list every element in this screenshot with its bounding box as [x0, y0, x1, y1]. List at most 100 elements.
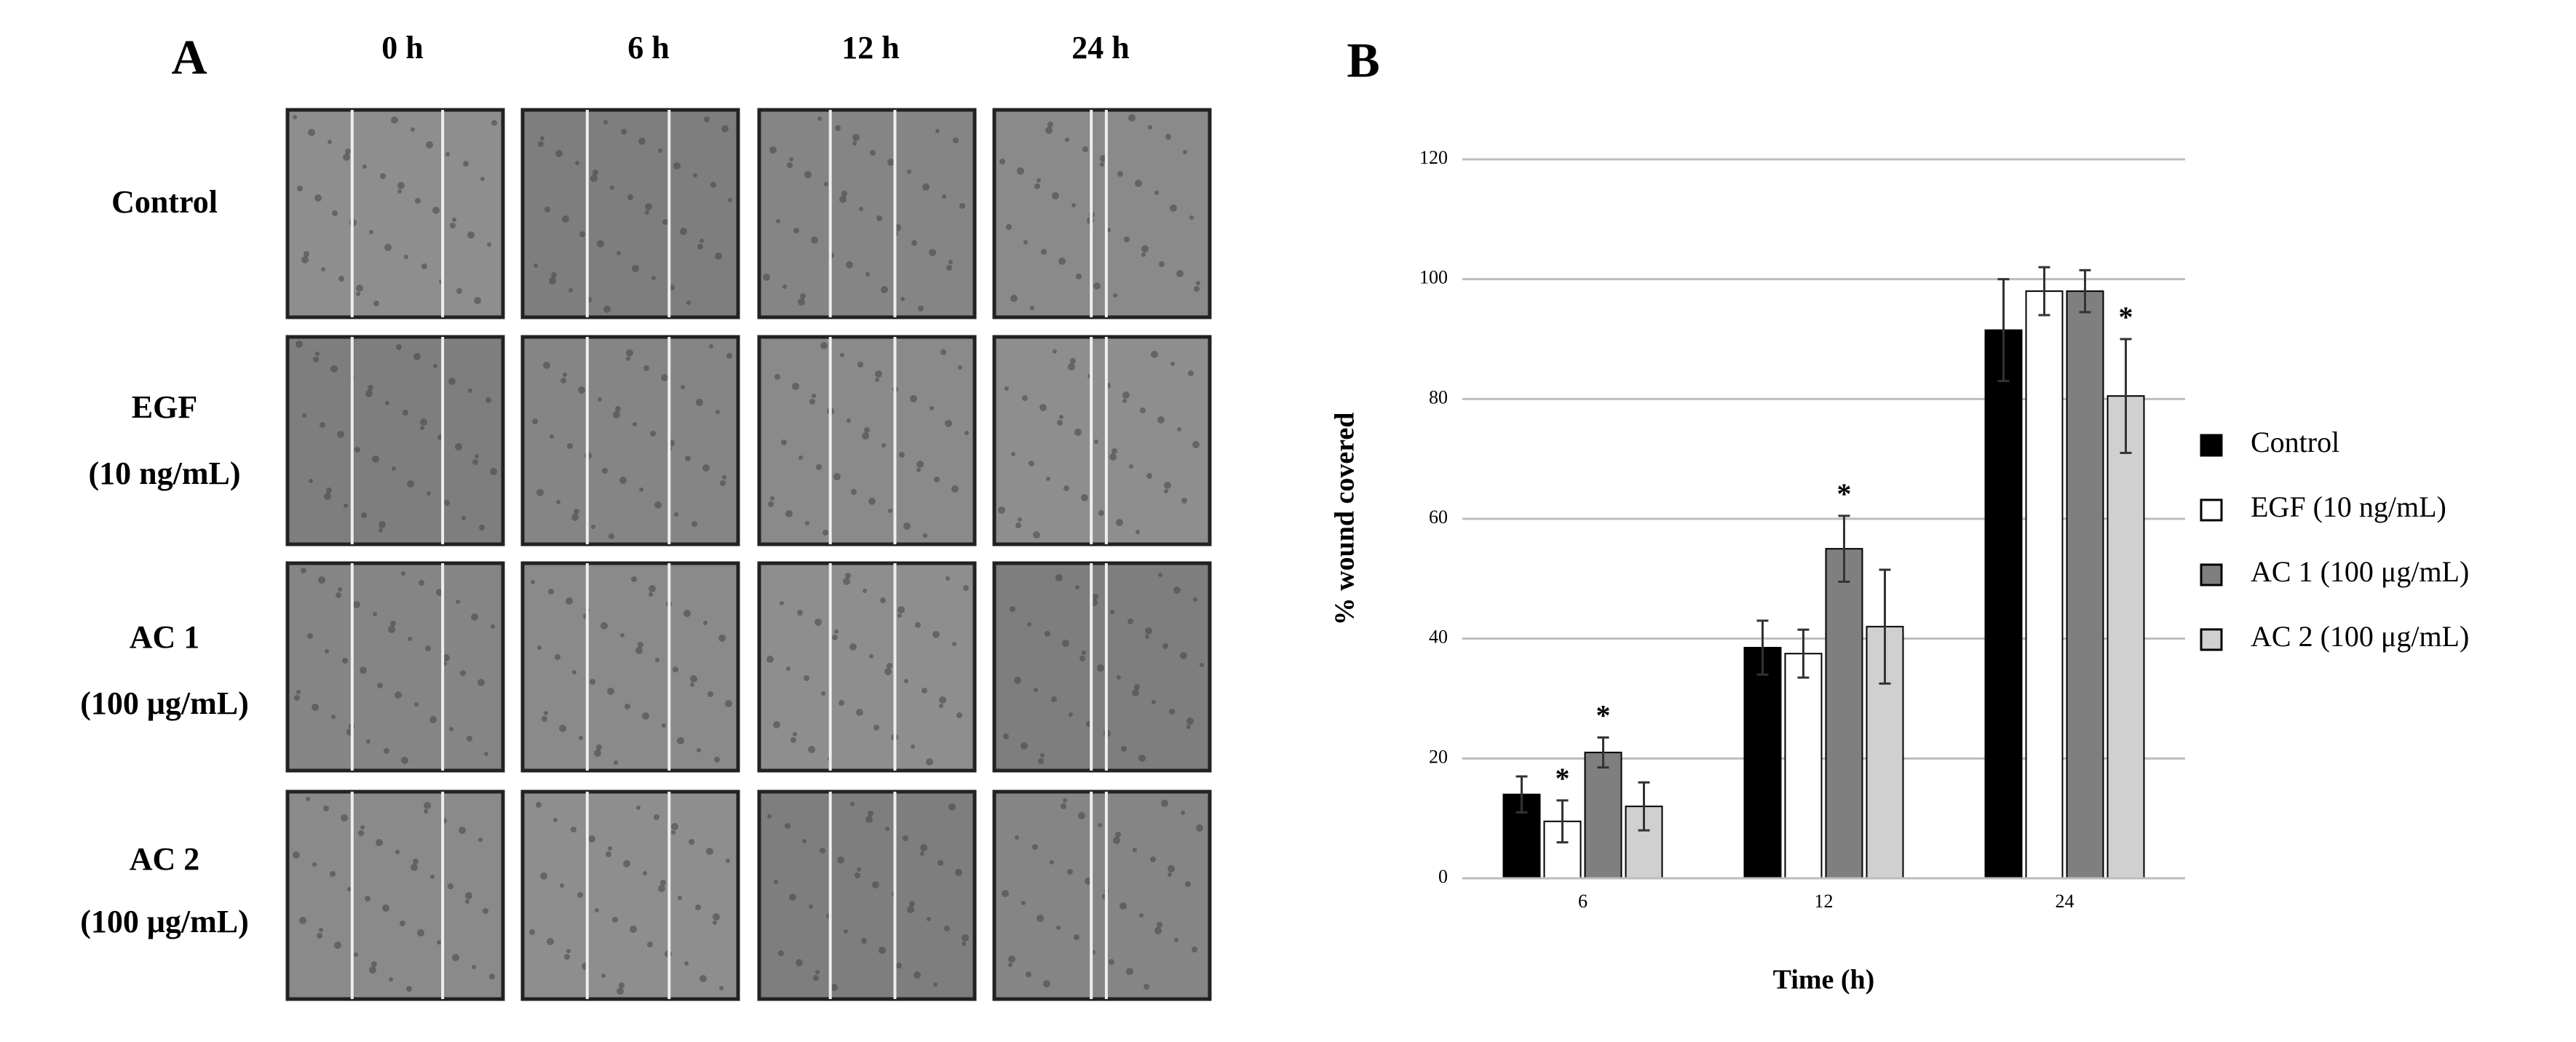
cell-speck [372, 456, 379, 463]
error-bar [1597, 736, 1609, 769]
cell-speck [480, 177, 485, 181]
significance-marker: * [1837, 477, 1852, 510]
cell-speck [952, 642, 956, 646]
cell-speck [432, 207, 440, 214]
cell-speck [407, 480, 414, 488]
cell-speck [651, 276, 656, 280]
cell-speck [861, 938, 867, 944]
cell-speck [1059, 415, 1063, 419]
cell-speck [1029, 461, 1034, 466]
cell-speck [377, 683, 383, 688]
cell-speck [593, 170, 598, 175]
cell-speck [1008, 963, 1012, 967]
cell-speck [963, 585, 969, 591]
cell-speck [1093, 282, 1101, 290]
cell-speck [1126, 968, 1133, 975]
cell-speck [1062, 640, 1069, 647]
micrograph [992, 108, 1212, 319]
cell-speck [1186, 725, 1191, 729]
cell-speck [626, 357, 630, 361]
significance-marker: * [1555, 762, 1570, 795]
cell-speck [536, 489, 544, 496]
cell-speck [450, 223, 456, 228]
cell-speck [366, 739, 370, 744]
cell-speck [805, 521, 809, 525]
cell-speck [356, 285, 363, 292]
cell-speck [390, 621, 396, 627]
cell-speck [674, 512, 678, 517]
cell-speck [354, 952, 358, 957]
cell-speck [845, 573, 851, 578]
cell-speck [792, 383, 799, 390]
cell-speck [1081, 494, 1088, 501]
micrograph [520, 108, 740, 319]
cell-speck [766, 656, 774, 663]
cell-speck [1177, 427, 1181, 431]
panel-label: B [1347, 33, 1379, 88]
cell-speck [636, 806, 641, 810]
cell-speck [812, 394, 816, 398]
cell-speck [556, 500, 560, 504]
cell-speck [369, 230, 373, 234]
cell-speck [693, 173, 697, 178]
cell-speck [1174, 938, 1178, 942]
cell-speck [301, 256, 309, 263]
cell-speck [800, 293, 806, 299]
cell-speck [467, 231, 475, 239]
cell-speck [621, 129, 627, 135]
cell-speck [1041, 249, 1047, 255]
cell-speck [613, 411, 620, 418]
cell-speck [903, 835, 908, 841]
cell-speck [385, 401, 389, 405]
cell-speck [728, 198, 732, 202]
cell-speck [655, 658, 659, 662]
cell-speck [690, 683, 694, 687]
cell-speck [776, 219, 780, 223]
cell-speck [865, 816, 873, 823]
cell-speck [603, 306, 611, 313]
cell-speck [1181, 811, 1185, 815]
cell-speck [1158, 573, 1162, 577]
cell-speck [588, 835, 595, 843]
cell-speck [312, 704, 319, 711]
cell-speck [491, 624, 495, 629]
cell-speck [420, 426, 424, 430]
micrograph [520, 790, 740, 1001]
cell-speck [709, 344, 713, 349]
cell-speck [403, 410, 408, 415]
cell-speck [940, 349, 946, 355]
cell-speck [299, 917, 306, 924]
cell-speck [1002, 890, 1009, 897]
cell-speck [625, 704, 630, 709]
cell-speck [452, 954, 459, 961]
cell-speck [555, 150, 563, 157]
cell-speck [809, 399, 815, 405]
cell-speck [307, 633, 313, 639]
cell-speck [1161, 800, 1168, 807]
cell-speck [690, 675, 697, 683]
cell-speck [673, 667, 678, 672]
cell-speck [852, 141, 857, 146]
cell-speck [490, 468, 497, 475]
cell-speck [938, 860, 943, 866]
cell-speck [392, 466, 396, 471]
cell-speck [1157, 416, 1165, 423]
cell-speck [1152, 700, 1156, 704]
cell-speck [538, 141, 544, 147]
cell-speck [1192, 947, 1197, 952]
cell-speck [577, 892, 583, 898]
cell-speck [1189, 215, 1194, 220]
cell-speck [837, 856, 844, 864]
cell-speck [846, 261, 853, 269]
cell-speck [384, 244, 392, 251]
cell-speck [388, 626, 395, 633]
cell-speck [397, 182, 405, 189]
cell-speck [1119, 902, 1127, 910]
cell-speck [1058, 258, 1066, 265]
cell-speck [619, 477, 627, 484]
cell-speck [1128, 114, 1136, 122]
cell-speck [643, 871, 647, 875]
cell-speck [456, 288, 462, 294]
cell-speck [662, 219, 668, 225]
cell-speck [563, 373, 567, 377]
